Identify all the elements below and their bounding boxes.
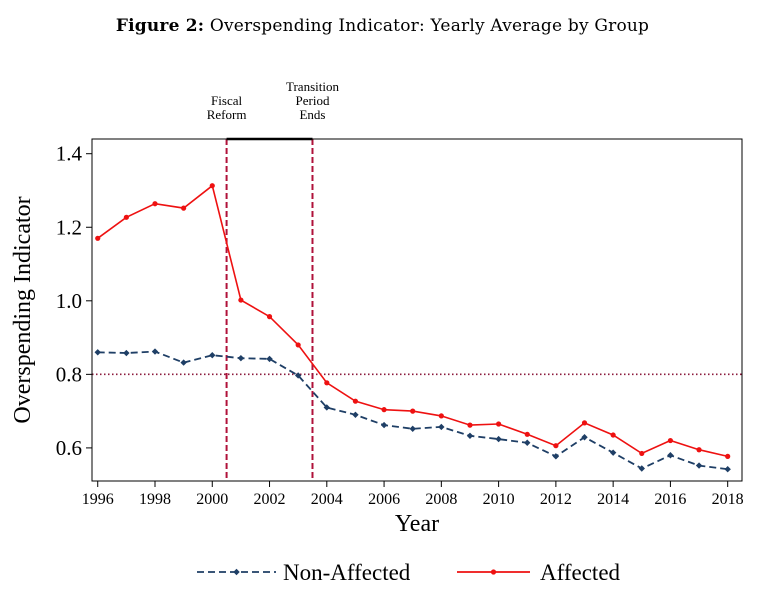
- data-point-affected: [496, 421, 502, 427]
- data-point-non-affected: [466, 432, 474, 439]
- data-point-non-affected: [94, 349, 101, 356]
- data-point-affected: [381, 407, 387, 413]
- reference-line-label: Period: [296, 93, 330, 108]
- data-point-affected: [352, 398, 359, 404]
- data-point-non-affected: [294, 372, 302, 379]
- data-point-affected: [438, 413, 444, 419]
- reference-line-label: Fiscal: [211, 93, 242, 108]
- data-point-affected: [610, 432, 616, 438]
- reference-line-label: Transition: [286, 79, 339, 94]
- data-point-affected: [467, 422, 473, 428]
- x-tick-label: 2014: [597, 491, 629, 508]
- data-point-non-affected: [438, 423, 445, 431]
- y-tick-label: 1.2: [56, 215, 82, 239]
- y-tick-label: 0.8: [56, 362, 82, 386]
- data-point-non-affected: [724, 466, 731, 473]
- x-tick-label: 2008: [425, 491, 457, 508]
- series-layer: [94, 183, 731, 473]
- series-line-affected: [97, 184, 728, 458]
- legend: Non-Affected Affected: [197, 560, 621, 585]
- data-point-affected: [152, 201, 158, 207]
- data-point-non-affected: [409, 425, 416, 432]
- data-point-non-affected: [552, 453, 560, 460]
- data-point-non-affected: [495, 435, 502, 443]
- y-tick-label: 1.4: [56, 142, 83, 166]
- data-point-non-affected: [695, 462, 703, 469]
- data-point-non-affected: [151, 348, 159, 355]
- data-point-non-affected: [209, 352, 216, 359]
- x-tick-label: 2012: [540, 491, 572, 508]
- data-point-affected: [581, 420, 588, 426]
- data-point-non-affected: [380, 421, 388, 429]
- data-point-affected: [95, 235, 101, 241]
- data-point-affected: [524, 431, 530, 437]
- figure-title-text: Overspending Indicator: Yearly Average b…: [209, 16, 650, 36]
- data-point-affected: [266, 314, 273, 320]
- figure-title: Figure 2: Overspending Indicator: Yearly…: [0, 16, 765, 36]
- series-affected: [95, 183, 731, 459]
- data-point-non-affected: [581, 434, 588, 441]
- data-point-non-affected: [638, 465, 645, 472]
- data-point-affected: [667, 437, 674, 444]
- y-axis-label: Overspending Indicator: [10, 196, 36, 423]
- x-tick-label: 2010: [483, 491, 515, 508]
- legend-label-affected: Affected: [540, 560, 621, 585]
- data-point-affected: [181, 205, 187, 211]
- reference-line-label: Reform: [207, 107, 247, 122]
- series-line-non-affected: [97, 350, 728, 471]
- x-tick-label: 2002: [254, 491, 286, 508]
- reference-line-label: Ends: [299, 107, 325, 122]
- data-point-affected: [295, 342, 301, 348]
- data-point-affected: [324, 380, 330, 386]
- data-point-non-affected: [524, 439, 531, 446]
- data-point-affected: [553, 443, 559, 449]
- data-point-affected: [209, 183, 215, 189]
- data-point-affected: [696, 447, 702, 453]
- data-point-affected: [725, 453, 731, 459]
- legend-marker-non-affected: [233, 568, 240, 576]
- x-tick-label: 2018: [712, 491, 744, 508]
- series-non-affected: [94, 348, 731, 473]
- data-point-non-affected: [237, 354, 245, 362]
- reference-lines: [92, 139, 742, 481]
- data-point-non-affected: [323, 404, 331, 411]
- axes: 1996 1998 2000 2002 2004 2006 2008 2010 2012 2014…: [56, 142, 744, 508]
- data-point-affected: [238, 297, 244, 303]
- data-point-non-affected: [266, 355, 273, 363]
- data-point-affected: [410, 408, 416, 414]
- data-point-affected: [639, 450, 645, 457]
- data-point-non-affected: [609, 449, 617, 456]
- x-tick-label: 2006: [368, 491, 400, 508]
- plot-frame: [91, 138, 743, 482]
- x-axis-label: Year: [395, 511, 439, 537]
- x-tick-label: 2000: [196, 491, 228, 508]
- data-point-non-affected: [352, 411, 359, 419]
- x-tick-label: 1996: [82, 491, 114, 508]
- x-tick-label: 2016: [654, 491, 686, 508]
- x-tick-label: 1998: [139, 491, 171, 508]
- data-point-affected: [123, 214, 129, 220]
- figure-title-prefix: Figure 2:: [115, 16, 205, 36]
- data-point-non-affected: [667, 452, 674, 459]
- legend-marker-affected: [490, 569, 497, 575]
- legend-label-non-affected: Non-Affected: [283, 560, 411, 585]
- data-point-non-affected: [123, 349, 130, 357]
- y-tick-label: 0.6: [56, 436, 82, 460]
- y-tick-label: 1.0: [56, 289, 82, 313]
- data-point-non-affected: [180, 359, 187, 366]
- x-tick-label: 2004: [311, 491, 343, 508]
